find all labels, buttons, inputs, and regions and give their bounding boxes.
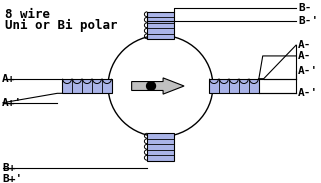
- Bar: [147, 133, 174, 160]
- Text: B-': B-': [298, 16, 318, 26]
- Text: A-: A-: [298, 51, 311, 61]
- Text: B-: B-: [298, 3, 311, 12]
- Bar: [62, 79, 112, 93]
- Text: B+': B+': [2, 174, 22, 183]
- Text: 8 wire: 8 wire: [5, 8, 50, 20]
- Circle shape: [147, 82, 155, 90]
- Text: A-': A-': [298, 88, 318, 98]
- Bar: [209, 79, 259, 93]
- Polygon shape: [132, 78, 184, 94]
- Text: Uni or Bi polar: Uni or Bi polar: [5, 19, 117, 32]
- Circle shape: [108, 35, 213, 137]
- Text: A+': A+': [2, 98, 22, 108]
- Bar: [147, 12, 174, 39]
- Text: A+: A+: [2, 74, 15, 84]
- Text: A-: A-: [298, 40, 311, 50]
- Text: B+: B+: [2, 163, 15, 173]
- Text: A-': A-': [298, 66, 318, 76]
